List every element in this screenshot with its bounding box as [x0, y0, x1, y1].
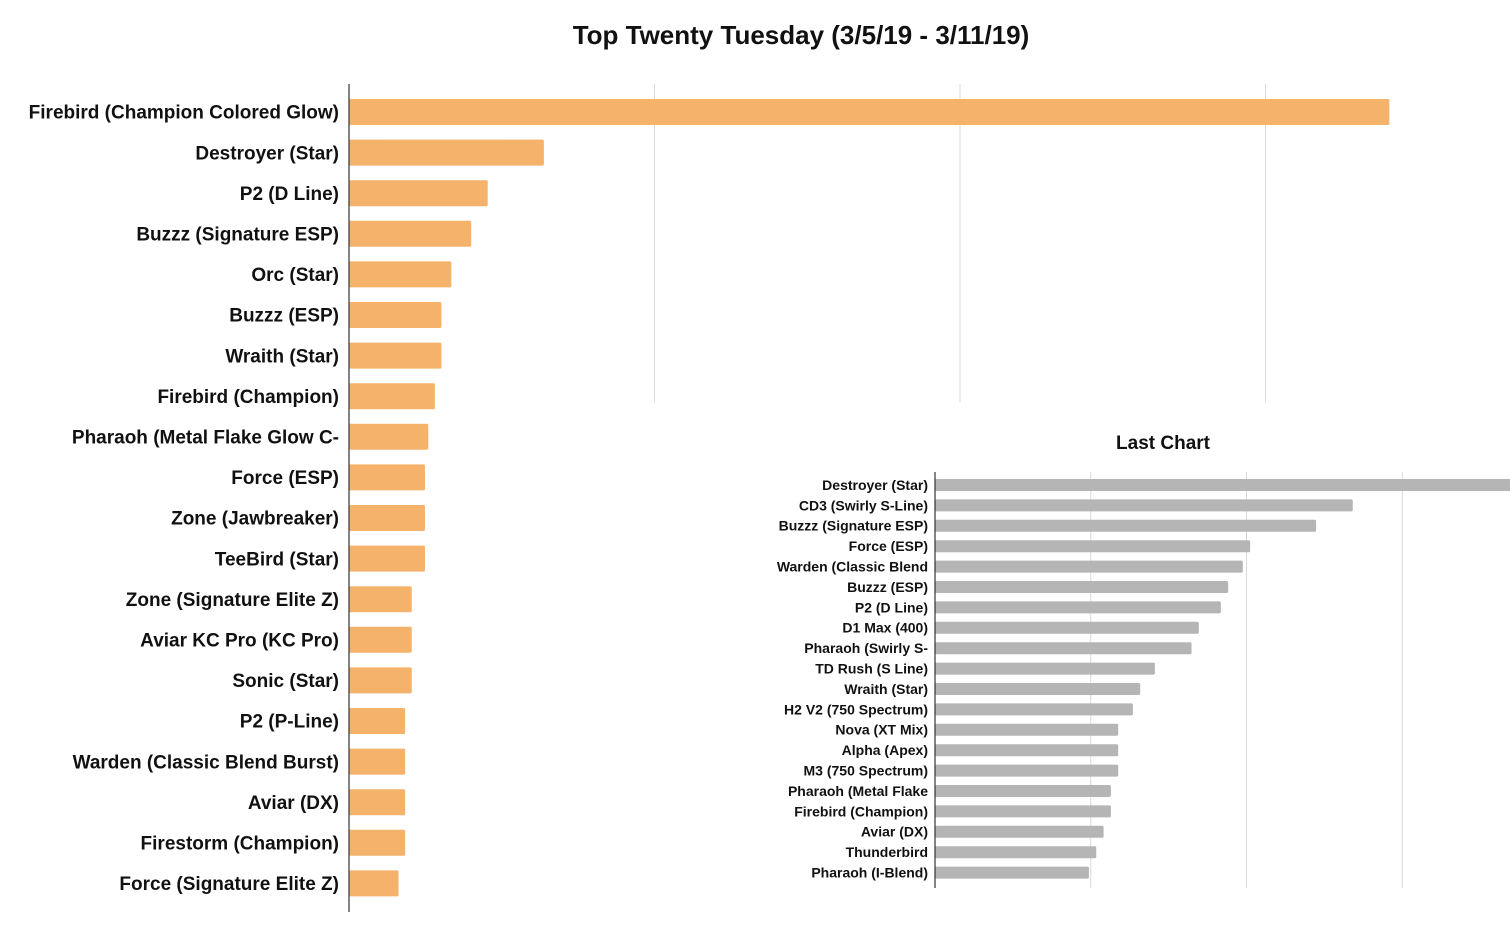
main-category-label: Buzzz (ESP): [229, 306, 339, 327]
main-category-label: Pharaoh (Metal Flake Glow C-: [72, 427, 339, 448]
inset-category-label: Buzzz (Signature ESP): [779, 518, 928, 534]
inset-category-label: Wraith (Star): [844, 681, 928, 697]
inset-category-label: Pharaoh (I-Blend): [811, 865, 928, 881]
inset-bar: [935, 499, 1353, 512]
main-chart-title: Top Twenty Tuesday (3/5/19 - 3/11/19): [573, 20, 1030, 50]
inset-category-label: Destroyer (Star): [822, 477, 928, 493]
inset-category-label: Force (ESP): [849, 538, 928, 554]
inset-chart-bars: [935, 479, 1510, 879]
main-category-label: Warden (Classic Blend Burst): [73, 752, 339, 773]
inset-bar: [935, 560, 1243, 573]
main-chart-category-labels: Firebird (Champion Colored Glow) Destroye…: [29, 103, 339, 895]
inset-bar: [935, 764, 1119, 777]
inset-chart-title: Last Chart: [1116, 433, 1211, 454]
inset-bar: [935, 785, 1111, 797]
inset-chart-category-labels: Destroyer (Star) CD3 (Swirly S-Line) Buzzz…: [777, 477, 929, 881]
inset-bar: [935, 683, 1141, 695]
inset-bar: [935, 519, 1317, 532]
main-category-label: P2 (P-Line): [240, 712, 339, 733]
main-category-label: Force (Signature Elite Z): [119, 874, 339, 895]
main-category-label: Firestorm (Champion): [141, 833, 339, 854]
main-bar: [349, 383, 435, 410]
main-category-label: Zone (Jawbreaker): [171, 509, 339, 530]
inset-category-label: TD Rush (S Line): [815, 661, 928, 677]
main-bar: [349, 505, 425, 531]
main-category-label: Firebird (Champion Colored Glow): [29, 103, 339, 124]
main-bar: [349, 586, 412, 613]
inset-category-label: Aviar (DX): [861, 824, 928, 840]
inset-category-label: D1 Max (400): [842, 620, 928, 636]
main-chart-bars: [349, 99, 1390, 897]
inset-bar: [935, 846, 1097, 859]
main-bar: [349, 423, 429, 450]
inset-category-label: Pharaoh (Swirly S-: [804, 640, 928, 656]
main-bar: [349, 829, 406, 856]
main-bar: [349, 626, 412, 653]
main-bar: [349, 464, 425, 491]
inset-bar: [935, 540, 1251, 553]
inset-category-label: Warden (Classic Blend: [777, 559, 928, 575]
inset-bar: [935, 601, 1221, 614]
main-category-label: P2 (D Line): [240, 184, 339, 205]
inset-bar: [935, 866, 1089, 879]
main-bar: [349, 545, 425, 572]
main-category-label: Orc (Star): [251, 265, 339, 286]
inset-bar: [935, 825, 1104, 838]
main-category-label: Wraith (Star): [225, 346, 339, 367]
inset-bar: [935, 581, 1229, 593]
inset-category-label: Firebird (Champion): [794, 803, 928, 819]
main-category-label: Buzzz (Signature ESP): [136, 224, 339, 245]
inset-category-label: P2 (D Line): [855, 599, 928, 615]
inset-category-label: Nova (XT Mix): [835, 722, 928, 738]
inset-bar: [935, 805, 1111, 818]
inset-bar: [935, 479, 1510, 491]
inset-category-label: Thunderbird: [846, 844, 928, 860]
main-bar: [349, 789, 406, 816]
inset-bar: [935, 744, 1119, 757]
inset-category-label: CD3 (Swirly S-Line): [799, 497, 928, 513]
main-category-label: Firebird (Champion): [157, 387, 339, 408]
main-bar: [349, 139, 544, 166]
main-bar: [349, 870, 399, 897]
main-bar: [349, 261, 452, 288]
main-bar: [349, 748, 406, 775]
main-bar: [349, 708, 406, 734]
main-bar: [349, 220, 472, 247]
main-category-label: TeeBird (Star): [215, 549, 339, 570]
inset-chart-background: [775, 418, 1475, 898]
main-bar: [349, 342, 442, 369]
inset-bar: [935, 621, 1199, 634]
inset-category-label: Alpha (Apex): [842, 742, 928, 758]
inset-bar: [935, 642, 1192, 655]
main-category-label: Force (ESP): [231, 468, 339, 489]
inset-category-label: M3 (750 Spectrum): [804, 763, 928, 779]
main-bar: [349, 99, 1390, 125]
inset-category-label: H2 V2 (750 Spectrum): [784, 701, 928, 717]
inset-category-label: Buzzz (ESP): [847, 579, 928, 595]
main-category-label: Aviar (DX): [248, 793, 339, 814]
main-bar: [349, 180, 488, 207]
inset-bar: [935, 662, 1155, 675]
inset-bar: [935, 703, 1133, 716]
main-bar: [349, 302, 442, 328]
main-category-label: Sonic (Star): [232, 671, 339, 692]
inset-category-label: Pharaoh (Metal Flake: [788, 783, 928, 799]
main-category-label: Aviar KC Pro (KC Pro): [140, 630, 339, 651]
main-category-label: Destroyer (Star): [195, 143, 339, 164]
inset-bar: [935, 723, 1119, 736]
main-bar: [349, 667, 412, 694]
main-category-label: Zone (Signature Elite Z): [126, 590, 339, 611]
main-chart-gridlines: [654, 84, 1266, 402]
